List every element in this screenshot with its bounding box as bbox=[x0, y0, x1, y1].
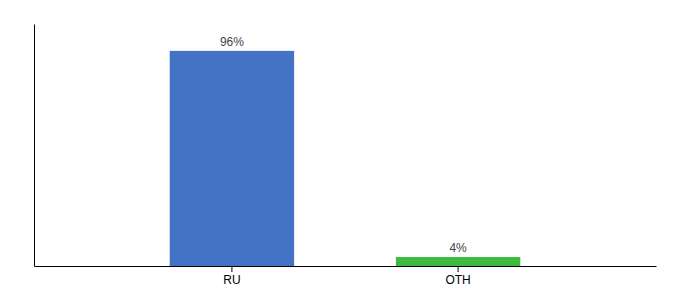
x-tick-mark bbox=[458, 266, 459, 272]
bar bbox=[170, 51, 294, 266]
y-axis-line bbox=[34, 25, 35, 267]
x-tick-label: RU bbox=[223, 273, 240, 287]
x-axis-line bbox=[35, 266, 657, 267]
x-tick: OTH bbox=[445, 266, 470, 287]
x-tick-label: OTH bbox=[445, 273, 470, 287]
plot: RU OTH 96% 4% bbox=[35, 25, 657, 287]
data-label: 4% bbox=[449, 241, 467, 255]
x-axis: RU OTH bbox=[35, 266, 657, 287]
data-label: 96% bbox=[220, 35, 244, 49]
x-tick: RU bbox=[223, 266, 240, 287]
bar bbox=[396, 257, 520, 266]
data-labels: 96% 4% bbox=[220, 35, 467, 255]
chart: RU OTH 96% 4% bbox=[0, 0, 680, 300]
x-tick-mark bbox=[231, 266, 232, 272]
bars bbox=[170, 51, 521, 266]
y-axis bbox=[34, 25, 35, 267]
